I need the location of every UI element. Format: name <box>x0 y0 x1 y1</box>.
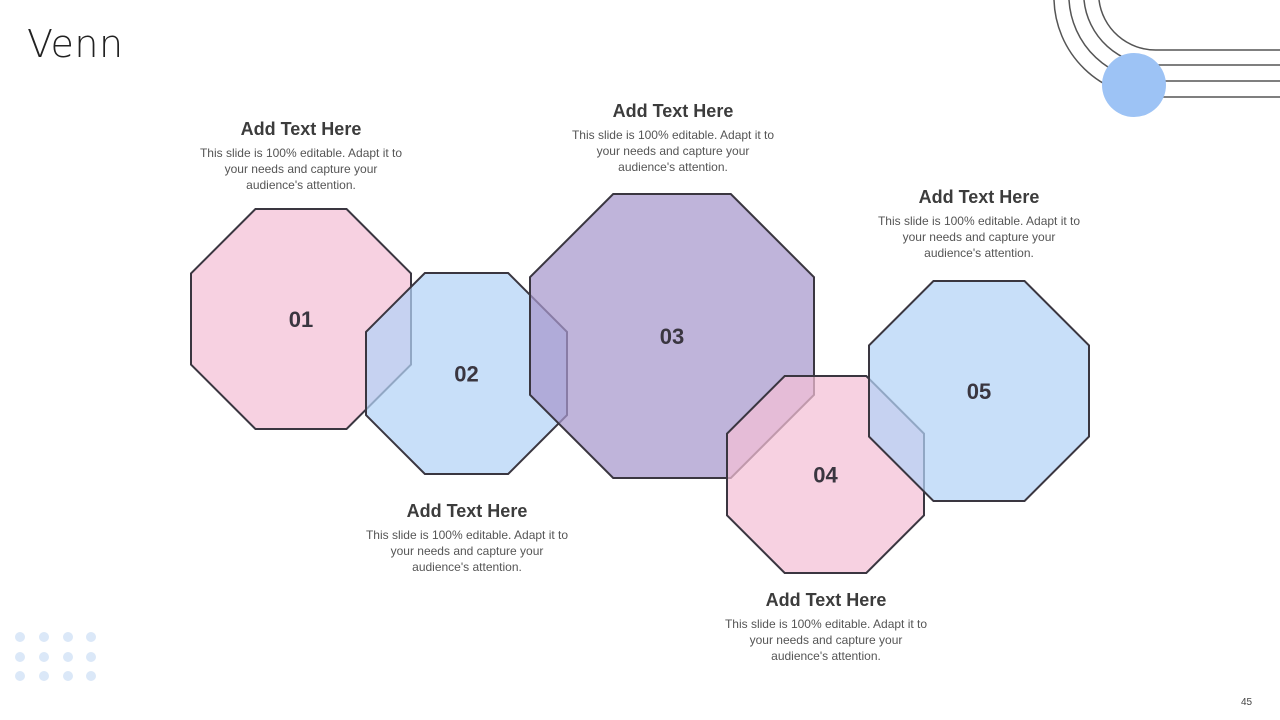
heading: Add Text Here <box>240 119 362 139</box>
octagon-02 <box>365 272 568 475</box>
heading: Add Text Here <box>612 101 734 121</box>
dot <box>39 671 49 681</box>
dot <box>86 652 96 662</box>
dot <box>15 652 25 662</box>
corner-decoration <box>1053 0 1280 98</box>
octagon-number-label: 01 <box>289 307 313 332</box>
heading: Add Text Here <box>918 187 1040 207</box>
octagon-number-label: 03 <box>660 324 684 349</box>
body: This slide is 100% editable. Adapt it to… <box>365 528 569 574</box>
octagon-01 <box>190 208 412 430</box>
body: This slide is 100% editable. Adapt it to… <box>571 128 775 174</box>
dot-grid-decoration <box>15 632 96 681</box>
body: This slide is 100% editable. Adapt it to… <box>877 214 1081 260</box>
dot <box>39 652 49 662</box>
dot <box>15 671 25 681</box>
dot <box>63 652 73 662</box>
octagon-number-label: 02 <box>454 362 478 387</box>
octagon-05 <box>868 280 1090 502</box>
octagon-number-label: 04 <box>813 463 838 488</box>
heading: Add Text Here <box>406 501 528 521</box>
accent-circle <box>1102 53 1166 117</box>
text-block-02: Add Text Here This slide is 100% editabl… <box>347 501 587 575</box>
body: This slide is 100% editable. Adapt it to… <box>724 617 928 663</box>
dot <box>63 671 73 681</box>
dot <box>15 632 25 642</box>
octagon-number-label: 05 <box>967 379 991 404</box>
dot <box>86 632 96 642</box>
dot <box>39 632 49 642</box>
dot <box>63 632 73 642</box>
page-number: 45 <box>1241 697 1253 708</box>
dot <box>86 671 96 681</box>
body: This slide is 100% editable. Adapt it to… <box>199 146 403 192</box>
text-block-03: Add Text Here This slide is 100% editabl… <box>553 101 793 175</box>
text-block-04: Add Text Here This slide is 100% editabl… <box>706 590 946 664</box>
heading: Add Text Here <box>765 590 887 610</box>
text-block-01: Add Text Here This slide is 100% editabl… <box>181 119 421 193</box>
slide-title: Venn <box>27 22 124 66</box>
text-block-05: Add Text Here This slide is 100% editabl… <box>859 187 1099 261</box>
